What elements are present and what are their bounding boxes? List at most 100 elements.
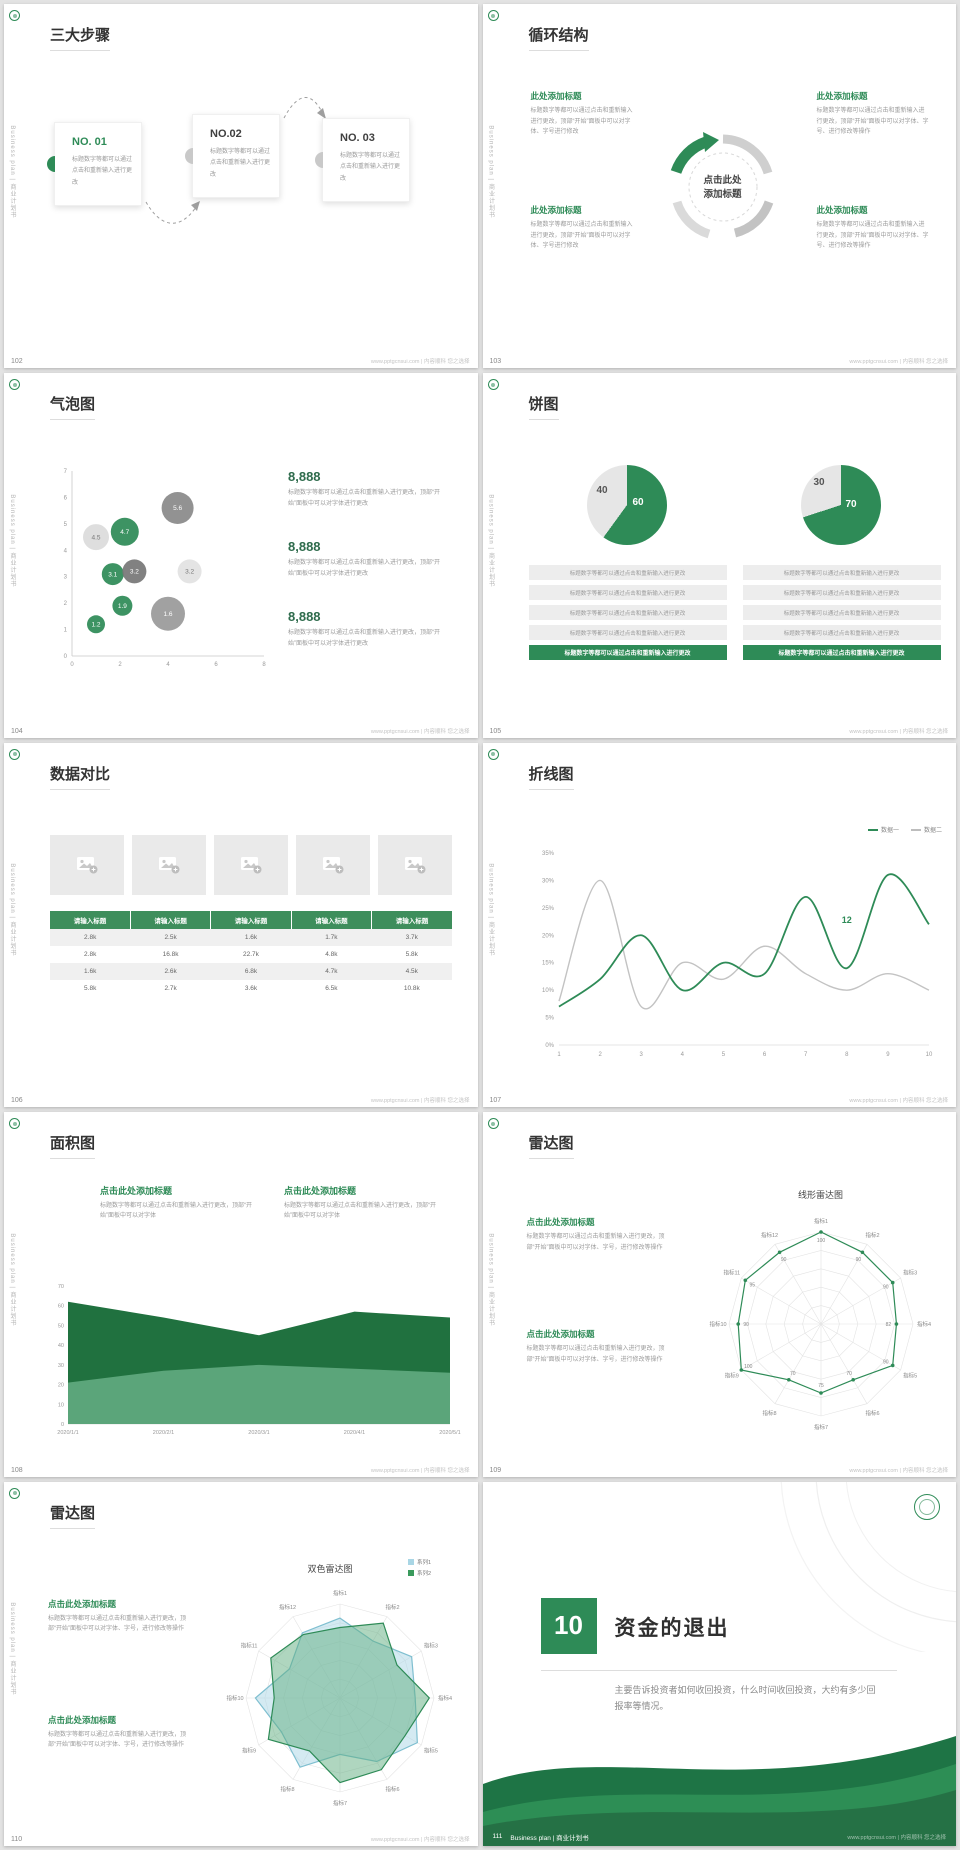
table-header-cell: 请输入标题 bbox=[210, 910, 292, 929]
legend-label: 系列1 bbox=[417, 1559, 432, 1566]
area-block-1[interactable]: 点击此处添加标题 标题数字等都可以通过点击和重新输入进行更改，顶部“开始”面板中… bbox=[100, 1184, 252, 1221]
svg-text:8: 8 bbox=[262, 662, 266, 668]
cycle-center-label[interactable]: 点击此处添加标题 bbox=[703, 175, 742, 201]
svg-text:3.2: 3.2 bbox=[130, 569, 139, 576]
table-cell: 1.7k bbox=[325, 933, 338, 941]
stat-body: 标题数字等都可以通过点击和重新输入进行更改，顶部“开始”面板中可以对字体进行更改 bbox=[288, 560, 440, 578]
slide-110[interactable]: Business plan | 商业计划书 雷达图 点击此处添加标题 标题数字等… bbox=[4, 1481, 478, 1846]
bubble-chart: 0 1 2 3 4 5 6 7 0 2 4 6 8 4.5 4.7 5.6 3.1 3.2 3.2 1.9 1.2 1.6 bbox=[64, 469, 267, 668]
image-placeholder[interactable] bbox=[214, 834, 288, 895]
slide-title: 饼图 bbox=[528, 393, 559, 421]
legend-swatch bbox=[408, 1569, 414, 1576]
slide-103[interactable]: Business plan | 商业计划书 循环结构 此处添加标题 标题数字等都… bbox=[482, 4, 956, 369]
svg-text:25%: 25% bbox=[541, 906, 554, 912]
svg-text:90: 90 bbox=[882, 1285, 888, 1291]
slide-104[interactable]: Business plan | 商业计划书 气泡图 0 1 2 3 4 5 6 7 0 2 4 6 8 4… bbox=[4, 373, 478, 738]
legend-item-2: 系列2 bbox=[408, 1569, 431, 1577]
slide-109[interactable]: Business plan | 商业计划书 雷达图 点击此处添加标题 标题数字等… bbox=[482, 1112, 956, 1477]
slide-108[interactable]: Business plan | 商业计划书 面积图 点击此处添加标题 标题数字等… bbox=[4, 1112, 478, 1477]
radar-block-1[interactable]: 点击此处添加标题 标题数字等都可以通过点击和重新输入进行更改，顶部“开始”面板中… bbox=[527, 1216, 677, 1253]
svg-text:4.7: 4.7 bbox=[120, 529, 129, 536]
svg-text:1: 1 bbox=[64, 628, 68, 634]
slide-title: 折线图 bbox=[528, 763, 574, 790]
image-placeholder[interactable] bbox=[378, 834, 452, 895]
svg-text:12: 12 bbox=[841, 915, 851, 925]
slide-107[interactable]: Business plan | 商业计划书 折线图 数据一 数据二 0% 5% 10… bbox=[482, 742, 956, 1108]
legend-label: 数据一 bbox=[880, 827, 899, 834]
image-placeholder[interactable] bbox=[50, 834, 124, 895]
svg-text:2020/4/1: 2020/4/1 bbox=[344, 1430, 365, 1436]
cycle-item-4[interactable]: 此处添加标题 标题数字等都可以通过点击和重新输入进行更改，顶部“开始”面板中可以… bbox=[817, 204, 929, 252]
stat-bar: 标题数字等都可以通过点击和重新输入进行更改 bbox=[528, 625, 727, 641]
stat-block-3[interactable]: 8,888 标题数字等都可以通过点击和重新输入进行更改，顶部“开始”面板中可以对… bbox=[288, 609, 453, 650]
slide-106[interactable]: Business plan | 商业计划书 数据对比 请输入标题 请输入标题 请输入… bbox=[4, 742, 478, 1108]
item-heading: 此处添加标题 bbox=[816, 91, 868, 101]
page-number: 109 bbox=[489, 1466, 502, 1474]
stat-body: 标题数字等都可以通过点击和重新输入进行更改，顶部“开始”面板中可以对字体进行更改 bbox=[288, 630, 440, 648]
stat-value: 8,888 bbox=[288, 469, 321, 485]
svg-text:指标3: 指标3 bbox=[903, 1269, 917, 1277]
stat-block-1[interactable]: 8,888 标题数字等都可以通过点击和重新输入进行更改，顶部“开始”面板中可以对… bbox=[288, 469, 453, 510]
image-placeholder[interactable] bbox=[132, 834, 206, 895]
half-circle-marker bbox=[315, 152, 323, 168]
table-cell: 2.8k bbox=[84, 950, 97, 958]
block-body: 标题数字等都可以通过点击和重新输入进行更改，顶部“开始”面板中可以对字体、字号，… bbox=[526, 1346, 665, 1363]
block-heading: 点击此处添加标题 bbox=[526, 1217, 595, 1228]
table-cell: 2.8k bbox=[84, 933, 97, 941]
item-body: 标题数字等都可以通过点击和重新输入进行更改，顶部“开始”面板中可以对字体、字号、… bbox=[816, 108, 929, 135]
page-number: 105 bbox=[489, 727, 502, 735]
radar-block-2[interactable]: 点击此处添加标题 标题数字等都可以通过点击和重新输入进行更改，顶部“开始”面板中… bbox=[48, 1714, 198, 1751]
legend-item-1: 数据一 bbox=[867, 825, 899, 834]
slide-105[interactable]: Business plan | 商业计划书 饼图 60 40 70 30 标题数… bbox=[482, 373, 956, 738]
step-card-2[interactable]: NO.02 标题数字等都可以通过点击和重新输入进行更改 bbox=[185, 114, 280, 198]
svg-text:指标9: 指标9 bbox=[242, 1746, 256, 1754]
svg-text:70: 70 bbox=[790, 1371, 796, 1377]
brand-logo-icon bbox=[9, 1487, 20, 1499]
footer-site-text: www.pptgcnsui.com | 内容顺科 您之选择 bbox=[847, 1834, 946, 1841]
footer-site-text: www.pptgcnsui.com | 内容顺科 您之选择 bbox=[849, 1467, 948, 1474]
stat-body: 标题数字等都可以通过点击和重新输入进行更改，顶部“开始”面板中可以对字体进行更改 bbox=[288, 490, 440, 508]
svg-text:7: 7 bbox=[803, 1052, 807, 1058]
svg-text:5: 5 bbox=[721, 1052, 725, 1058]
svg-text:8: 8 bbox=[845, 1052, 849, 1058]
slide-title: 雷达图 bbox=[528, 1132, 574, 1160]
legend-swatch bbox=[408, 1558, 414, 1565]
table-row: 2.8k 16.8k 22.7k 4.8k 5.8k bbox=[50, 946, 452, 963]
svg-text:指标8: 指标8 bbox=[280, 1785, 294, 1793]
page-number: 108 bbox=[11, 1466, 23, 1474]
brand-logo-icon bbox=[487, 1118, 499, 1130]
cycle-item-2[interactable]: 此处添加标题 标题数字等都可以通过点击和重新输入进行更改，顶部“开始”面板中可以… bbox=[531, 204, 637, 252]
cycle-item-3[interactable]: 此处添加标题 标题数字等都可以通过点击和重新输入进行更改，顶部“开始”面板中可以… bbox=[817, 90, 929, 138]
section-title: 资金的退出 bbox=[614, 1616, 730, 1640]
slide-title: 循环结构 bbox=[528, 24, 589, 51]
slide-footer: 111 Business plan | 商业计划书 www.pptgcnsui.… bbox=[493, 1832, 947, 1842]
radar-block-2[interactable]: 点击此处添加标题 标题数字等都可以通过点击和重新输入进行更改，顶部“开始”面板中… bbox=[527, 1328, 677, 1365]
svg-text:70: 70 bbox=[58, 1284, 64, 1290]
table-cell: 2.7k bbox=[164, 984, 177, 992]
cycle-item-1[interactable]: 此处添加标题 标题数字等都可以通过点击和重新输入进行更改，顶部“开始”面板中可以… bbox=[531, 90, 637, 138]
step-number: NO.02 bbox=[210, 128, 242, 140]
block-body: 标题数字等都可以通过点击和重新输入进行更改，顶部“开始”面板中可以对字体、字号，… bbox=[526, 1234, 665, 1251]
step-card-1[interactable]: NO. 01 标题数字等都可以通过点击和重新输入进行更改 bbox=[47, 122, 142, 206]
svg-text:指标1: 指标1 bbox=[333, 1589, 347, 1597]
step-card-3[interactable]: NO. 03 标题数字等都可以通过点击和重新输入进行更改 bbox=[315, 118, 410, 202]
svg-text:9: 9 bbox=[886, 1052, 890, 1058]
stat-block-2[interactable]: 8,888 标题数字等都可以通过点击和重新输入进行更改，顶部“开始”面板中可以对… bbox=[288, 539, 453, 580]
radar-block-1[interactable]: 点击此处添加标题 标题数字等都可以通过点击和重新输入进行更改，顶部“开始”面板中… bbox=[48, 1598, 198, 1635]
svg-text:100: 100 bbox=[816, 1238, 825, 1244]
item-heading: 此处添加标题 bbox=[816, 205, 868, 215]
image-icon bbox=[405, 856, 426, 874]
svg-text:1.2: 1.2 bbox=[91, 622, 100, 629]
slide-102[interactable]: Business plan | 商业计划书 三大步骤 NO. 01 标题数字等都… bbox=[4, 4, 478, 369]
svg-text:5: 5 bbox=[64, 522, 68, 528]
svg-text:指标5: 指标5 bbox=[424, 1746, 438, 1754]
footer-site-text: www.pptgcnsui.com | 内容顺科 您之选择 bbox=[370, 728, 470, 735]
image-placeholder[interactable] bbox=[296, 834, 370, 895]
svg-text:5%: 5% bbox=[545, 1015, 554, 1021]
slide-111[interactable]: 10 资金的退出 主要告诉投资者如何收回投资，什么时间收回投资，大约有多少回报率… bbox=[482, 1481, 956, 1846]
area-block-2[interactable]: 点击此处添加标题 标题数字等都可以通过点击和重新输入进行更改，顶部“开始”面板中… bbox=[284, 1184, 436, 1221]
svg-text:2020/2/1: 2020/2/1 bbox=[153, 1430, 174, 1436]
slide-rail-text: Business plan | 商业计划书 bbox=[9, 124, 15, 219]
item-body: 标题数字等都可以通过点击和重新输入进行更改，顶部“开始”面板中可以对字体、字号、… bbox=[816, 222, 929, 249]
